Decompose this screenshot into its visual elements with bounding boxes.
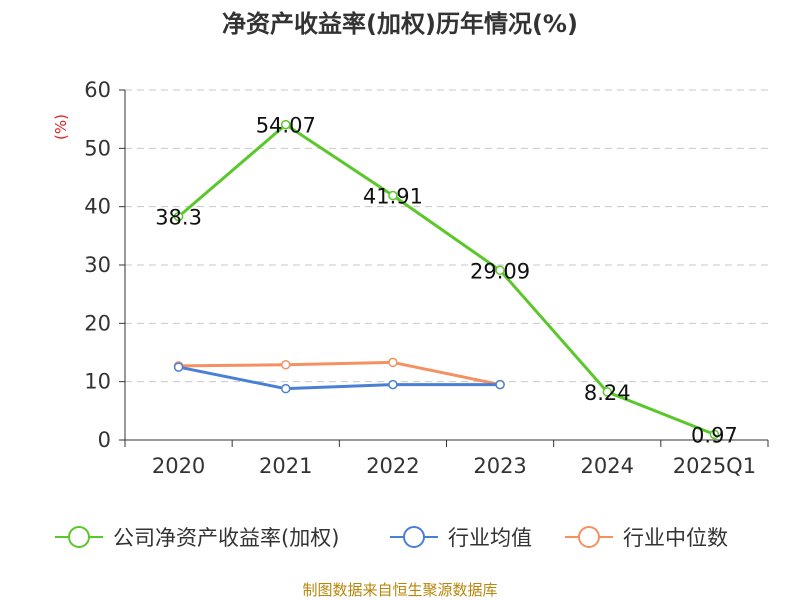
- x-tick-label: 2021: [259, 454, 312, 478]
- y-tick-label: 40: [84, 195, 111, 219]
- source-note: 制图数据来自恒生聚源数据库: [302, 581, 497, 599]
- legend-label: 公司净资产收益率(加权): [113, 526, 339, 550]
- data-point: [388, 190, 398, 201]
- grid-lines: [125, 89, 768, 383]
- legend-marker: [68, 526, 90, 548]
- legend: 公司净资产收益率(加权) 行业均值 行业中位数: [55, 526, 728, 550]
- series-line-2: [178, 360, 501, 387]
- y-axis-unit: (%): [52, 114, 70, 140]
- legend-label: 行业中位数: [623, 526, 728, 550]
- data-point: [709, 429, 720, 440]
- data-label: 38.3: [155, 206, 202, 230]
- x-tick-label: 2023: [473, 454, 526, 478]
- y-tick-label: 0: [98, 428, 111, 452]
- x-tick-label: 2022: [366, 454, 419, 478]
- data-label: 41.91: [363, 185, 423, 209]
- chart-title: 净资产收益率(加权)历年情况(%): [222, 10, 578, 38]
- data-point: [281, 119, 291, 130]
- series-line-0: [177, 123, 715, 436]
- legend-marker: [578, 526, 600, 548]
- data-label: 0.97: [691, 423, 738, 447]
- series-line-1: [178, 365, 501, 391]
- x-tick-label: 2025Q1: [673, 454, 756, 478]
- data-point: [495, 379, 505, 390]
- series-lines: [173, 119, 720, 440]
- data-point: [173, 211, 184, 222]
- x-tick-label: 2024: [581, 454, 634, 478]
- axes: 0 10 20 30 40 50 60 2020 2021 2022 2023 2024 2025Q1: [84, 78, 769, 478]
- x-tick-label: 2020: [152, 454, 205, 478]
- legend-marker: [403, 526, 425, 548]
- data-point: [388, 379, 398, 390]
- data-label: 54.07: [256, 114, 316, 138]
- data-label: 29.09: [470, 259, 530, 283]
- legend-label: 行业均值: [448, 526, 532, 550]
- y-tick-label: 30: [84, 253, 111, 277]
- data-labels: 38.3 54.07 41.91 29.09 8.24 0.97: [155, 114, 738, 448]
- data-label: 8.24: [584, 381, 631, 405]
- y-tick-label: 60: [84, 78, 111, 102]
- data-point: [388, 357, 398, 368]
- data-point: [281, 360, 291, 370]
- data-point: [495, 265, 505, 276]
- y-tick-label: 20: [84, 311, 111, 335]
- data-point: [173, 362, 184, 372]
- data-point: [602, 387, 612, 397]
- data-point: [281, 383, 291, 394]
- y-tick-label: 10: [84, 370, 111, 394]
- y-tick-label: 50: [84, 136, 111, 160]
